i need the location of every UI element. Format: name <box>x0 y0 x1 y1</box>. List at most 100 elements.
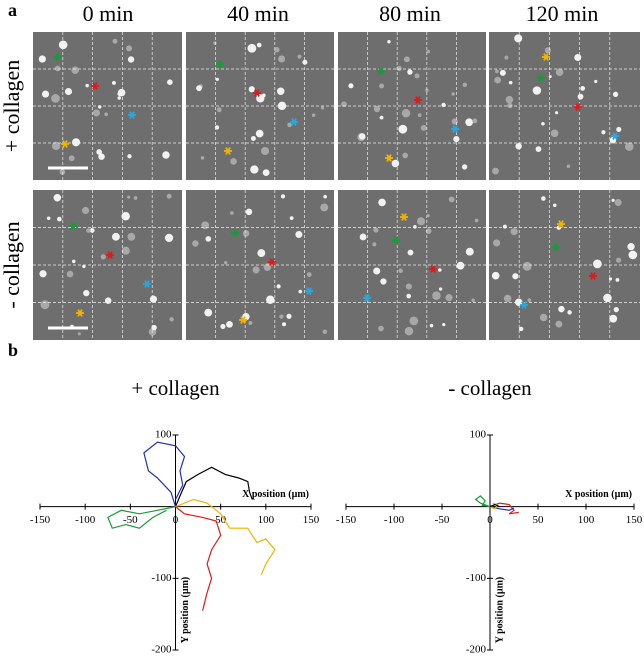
cell <box>507 102 513 109</box>
cell <box>402 152 409 159</box>
track-marker <box>62 140 68 148</box>
micrograph <box>338 32 486 180</box>
cell <box>248 321 253 326</box>
cell <box>282 322 287 327</box>
cell <box>96 149 102 155</box>
cell <box>92 109 100 117</box>
track-marker <box>144 280 150 288</box>
micrograph <box>33 190 182 340</box>
cell <box>550 129 559 138</box>
x-tick-label: -100 <box>384 514 405 526</box>
cell <box>417 113 422 118</box>
cell <box>406 293 412 299</box>
cell <box>611 198 615 202</box>
track-marker <box>543 53 549 61</box>
trajectory <box>489 502 519 515</box>
cell <box>57 216 62 222</box>
track-marker <box>55 53 61 61</box>
cell <box>230 158 237 165</box>
track-marker <box>401 213 407 221</box>
cell <box>372 242 377 247</box>
cell <box>98 153 105 160</box>
cell <box>401 109 411 118</box>
cell <box>609 314 618 323</box>
row-label: + collagen <box>0 60 24 152</box>
cell <box>133 196 138 200</box>
track-marker <box>521 301 527 309</box>
cell <box>121 211 130 221</box>
time-label: 0 min <box>83 1 134 26</box>
panel-label: b <box>8 340 18 360</box>
x-tick-label: 0 <box>173 514 179 526</box>
cell <box>247 43 257 53</box>
cell <box>405 283 412 290</box>
cell <box>567 310 572 315</box>
cell <box>77 332 81 336</box>
track-marker <box>254 89 260 97</box>
cell <box>491 271 500 280</box>
cell <box>348 83 354 89</box>
cell <box>40 300 50 310</box>
cell <box>379 83 385 89</box>
cell <box>250 165 259 174</box>
cell <box>462 82 468 88</box>
cell <box>432 291 441 300</box>
cell <box>451 118 458 125</box>
y-tick-label: -200 <box>466 644 487 656</box>
cell <box>461 164 468 170</box>
cell <box>426 214 430 218</box>
cell <box>117 96 122 100</box>
cell <box>508 80 513 85</box>
cell <box>220 323 226 329</box>
cell <box>162 151 170 159</box>
y-tick-label: -100 <box>466 572 487 584</box>
cell <box>127 154 132 159</box>
cell <box>71 66 79 74</box>
cell <box>426 49 431 54</box>
x-tick-label: -50 <box>435 514 450 526</box>
cell <box>627 243 635 251</box>
cell <box>456 261 465 270</box>
cell <box>494 76 502 84</box>
cell <box>474 218 479 223</box>
trajectory <box>175 506 222 611</box>
trajectory <box>143 441 186 507</box>
cell <box>624 142 634 151</box>
cell <box>574 53 582 62</box>
cell <box>51 94 60 103</box>
track-marker <box>107 251 113 259</box>
y-tick-label: 100 <box>470 429 487 441</box>
cell <box>615 277 620 282</box>
x-tick-label: 150 <box>303 514 320 526</box>
cell <box>404 326 414 336</box>
cell <box>248 86 255 93</box>
cell <box>166 193 172 199</box>
trajectory <box>107 506 176 529</box>
cell <box>263 263 272 271</box>
cell <box>149 295 157 303</box>
cell <box>601 130 606 135</box>
cell <box>306 272 312 277</box>
cell <box>215 77 219 81</box>
cell <box>616 257 622 263</box>
x-tick-label: 150 <box>626 514 643 526</box>
trajectory <box>174 466 253 507</box>
cell <box>398 268 403 274</box>
cell <box>213 41 217 45</box>
cell <box>169 317 174 322</box>
cell <box>558 305 565 313</box>
cell <box>59 169 66 175</box>
track-marker <box>452 125 458 133</box>
track-marker <box>612 132 618 140</box>
chart-title: - collagen <box>448 376 532 400</box>
cell <box>518 326 524 332</box>
cell <box>295 231 303 239</box>
cell <box>407 249 414 256</box>
track-marker <box>415 96 421 104</box>
cell <box>541 196 546 201</box>
cell <box>628 250 638 260</box>
cell <box>82 206 90 215</box>
cell <box>465 247 474 256</box>
cell <box>298 289 303 294</box>
